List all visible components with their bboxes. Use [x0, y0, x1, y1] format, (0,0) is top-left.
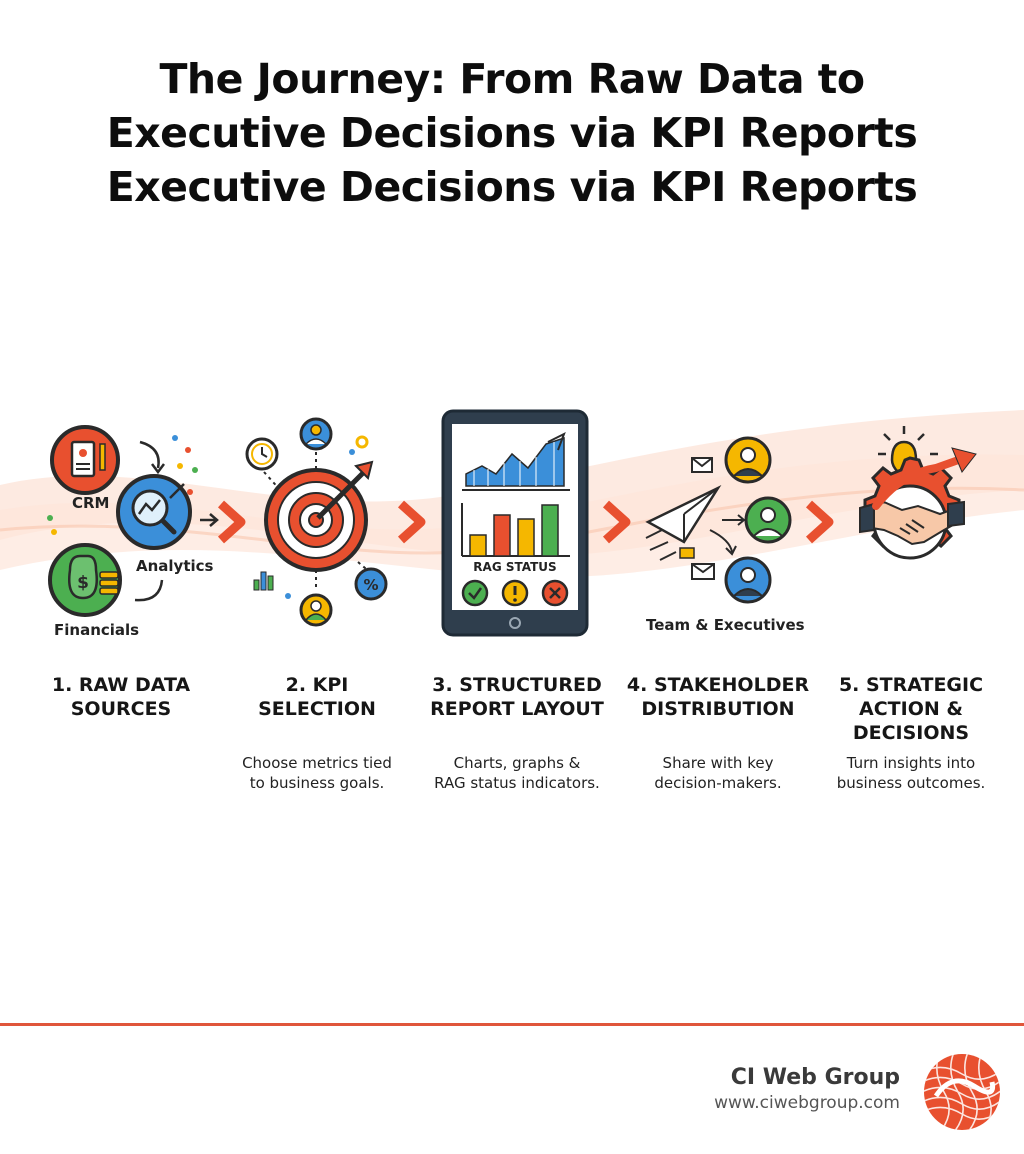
- step-5-title-line-1: 5. STRATEGIC: [838, 674, 984, 696]
- kpi-target-icon: %: [245, 417, 388, 627]
- distribution-icon: [645, 436, 792, 604]
- step-1-title: 1. RAW DATA SOURCES: [26, 673, 216, 721]
- rag-status-label: RAG STATUS: [473, 560, 557, 574]
- step-3-title-line-2: REPORT LAYOUT: [430, 698, 604, 720]
- step-4-title-line-1: 4. STAKEHOLDER: [626, 674, 810, 696]
- crm-label: CRM: [72, 494, 110, 512]
- step-1-title-line-2: SOURCES: [70, 698, 172, 720]
- raw-data-sources-icon: $: [47, 425, 219, 617]
- page-title-line-3: Executive Decisions via KPI Reports: [106, 163, 918, 211]
- step-5-title-line-3: DECISIONS: [852, 722, 970, 744]
- chevron-right-icon: [397, 500, 426, 544]
- step-5-title-line-2: ACTION &: [859, 698, 963, 720]
- chevron-right-icon: [217, 500, 246, 544]
- step-3-title-line-1: 3. STRUCTURED: [432, 674, 602, 696]
- footer-divider: [0, 1023, 1024, 1026]
- step-4-title: 4. STAKEHOLDER DISTRIBUTION: [623, 673, 813, 721]
- chevron-right-icon: [602, 500, 631, 544]
- page-title-line-1: The Journey: From Raw Data to: [159, 55, 865, 103]
- step-3-title: 3. STRUCTURED REPORT LAYOUT: [422, 673, 612, 721]
- step-4-desc-line-2: decision-makers.: [654, 774, 782, 792]
- step-4-description: Share with key decision-makers.: [623, 753, 813, 793]
- chevron-right-icon: [805, 500, 834, 544]
- page-title-line-2: Executive Decisions via KPI Reports: [106, 109, 918, 157]
- svg-text:$: $: [77, 573, 89, 593]
- step-3-desc-line-2: RAG status indicators.: [434, 774, 600, 792]
- svg-text:%: %: [363, 576, 378, 594]
- step-2-title-line-1: 2. KPI: [285, 674, 349, 696]
- step-2-description: Choose metrics tied to business goals.: [222, 753, 412, 793]
- step-5-title: 5. STRATEGIC ACTION & DECISIONS: [816, 673, 1006, 745]
- step-1-title-line-1: 1. RAW DATA: [51, 674, 191, 696]
- financials-label: Financials: [54, 621, 140, 639]
- step-5-desc-line-2: business outcomes.: [836, 774, 986, 792]
- step-3-desc-line-1: Charts, graphs &: [453, 754, 581, 772]
- step-5-desc-line-1: Turn insights into: [846, 754, 976, 772]
- step-2-desc-line-1: Choose metrics tied: [242, 754, 392, 772]
- analytics-label: Analytics: [136, 557, 214, 575]
- step-2-title: 2. KPI SELECTION: [222, 673, 412, 721]
- tablet-report-icon: [441, 409, 589, 637]
- step-5-description: Turn insights into business outcomes.: [816, 753, 1006, 793]
- step-2-title-line-2: SELECTION: [258, 698, 376, 720]
- step-2-desc-line-2: to business goals.: [249, 774, 385, 792]
- brand-block: CI Web Group www.ciwebgroup.com: [714, 1064, 900, 1114]
- step-3-description: Charts, graphs & RAG status indicators.: [422, 753, 612, 793]
- step-4-desc-line-1: Share with key: [662, 754, 774, 772]
- brand-logo-icon: [924, 1054, 1000, 1130]
- team-executives-label: Team & Executives: [646, 616, 805, 634]
- strategic-action-icon: [859, 426, 977, 560]
- brand-name: CI Web Group: [730, 1065, 900, 1090]
- step-4-title-line-2: DISTRIBUTION: [641, 698, 795, 720]
- brand-url[interactable]: www.ciwebgroup.com: [714, 1093, 900, 1113]
